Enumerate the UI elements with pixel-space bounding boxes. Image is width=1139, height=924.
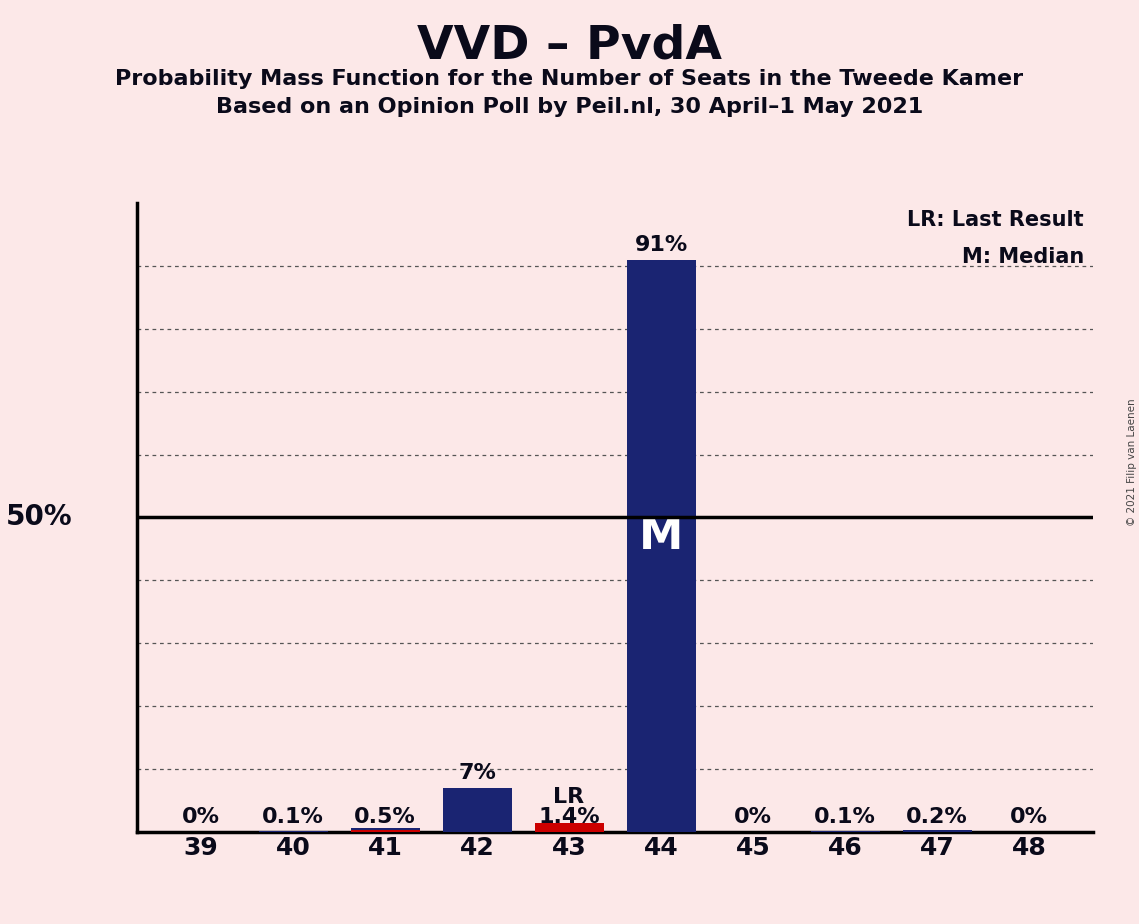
Bar xyxy=(351,829,419,832)
Text: © 2021 Filip van Laenen: © 2021 Filip van Laenen xyxy=(1126,398,1137,526)
Text: 0%: 0% xyxy=(1010,807,1048,827)
Text: 0.1%: 0.1% xyxy=(262,807,323,827)
Text: LR: LR xyxy=(554,787,584,807)
Text: Probability Mass Function for the Number of Seats in the Tweede Kamer: Probability Mass Function for the Number… xyxy=(115,69,1024,90)
Text: M: Median: M: Median xyxy=(961,248,1084,267)
Text: 0%: 0% xyxy=(734,807,772,827)
Text: M: M xyxy=(639,515,683,558)
Text: VVD – PvdA: VVD – PvdA xyxy=(417,23,722,68)
Bar xyxy=(443,787,511,832)
Text: 50%: 50% xyxy=(6,504,72,531)
Text: 0.2%: 0.2% xyxy=(907,807,968,827)
Bar xyxy=(534,822,604,832)
Text: 1.4%: 1.4% xyxy=(539,807,600,827)
Text: 0.5%: 0.5% xyxy=(354,807,416,827)
Bar xyxy=(351,831,419,832)
Text: 91%: 91% xyxy=(634,235,688,255)
Text: 7%: 7% xyxy=(458,762,495,783)
Text: 0%: 0% xyxy=(182,807,220,827)
Bar xyxy=(626,260,696,832)
Bar xyxy=(534,822,604,832)
Bar xyxy=(902,831,972,832)
Text: LR: Last Result: LR: Last Result xyxy=(908,210,1084,229)
Text: 0.1%: 0.1% xyxy=(814,807,876,827)
Text: Based on an Opinion Poll by Peil.nl, 30 April–1 May 2021: Based on an Opinion Poll by Peil.nl, 30 … xyxy=(216,97,923,117)
